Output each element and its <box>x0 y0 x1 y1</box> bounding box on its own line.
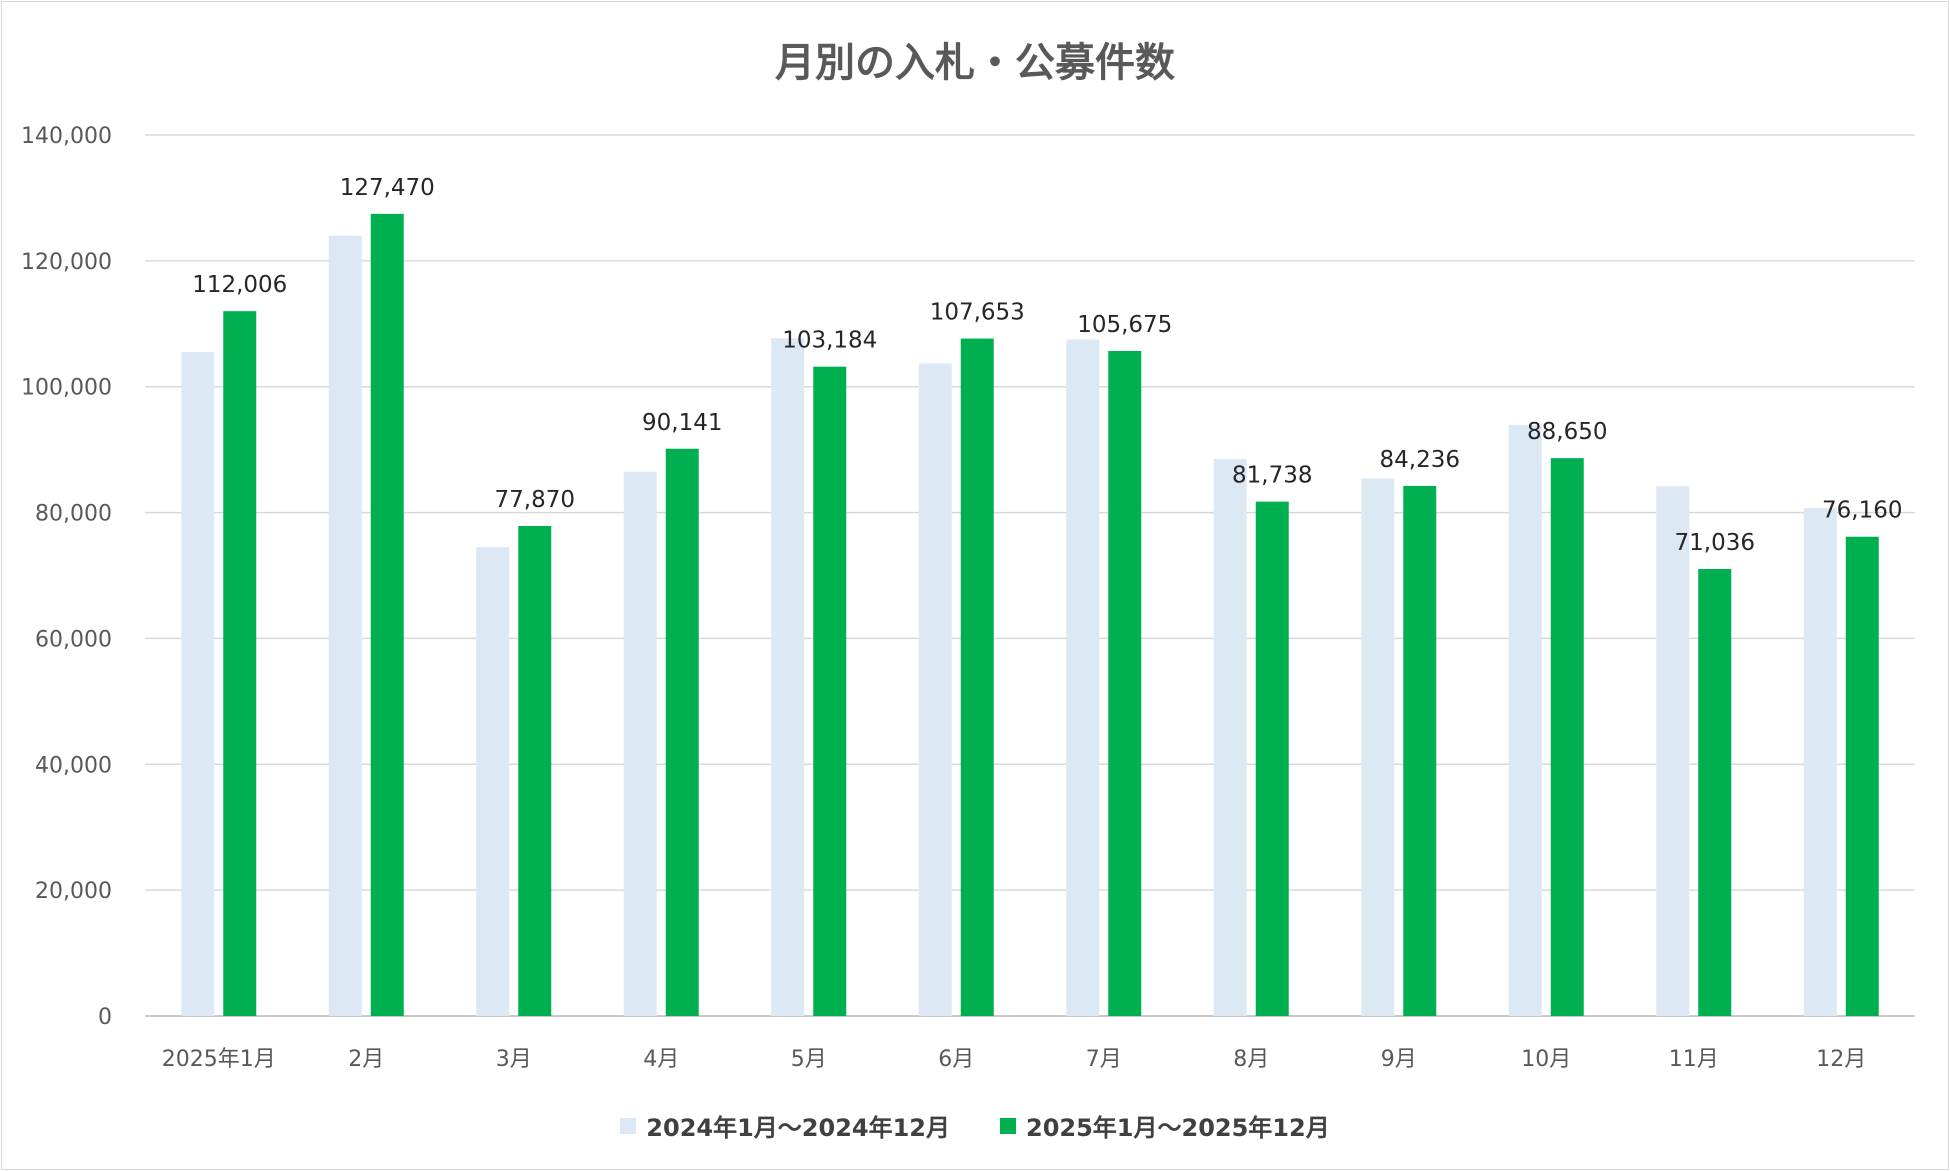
bar-2025 <box>813 366 847 1016</box>
bar-2024 <box>918 363 952 1016</box>
legend-label-2025: 2025年1月～2025年12月 <box>1026 1114 1330 1142</box>
bar-2024 <box>328 235 362 1016</box>
data-label: 112,006 <box>192 272 287 298</box>
data-label: 77,870 <box>495 487 575 513</box>
data-label: 127,470 <box>340 175 435 201</box>
y-tick-label: 40,000 <box>35 753 112 778</box>
bar-2024 <box>181 352 215 1016</box>
chart-title: 月別の入札・公募件数 <box>775 40 1175 86</box>
bar-2024 <box>1656 486 1690 1016</box>
x-tick-label: 5月 <box>791 1047 827 1072</box>
legend-swatch-2024 <box>620 1117 637 1134</box>
y-tick-label: 80,000 <box>35 502 112 527</box>
x-tick-label: 4月 <box>643 1047 679 1072</box>
bar-2025 <box>665 448 699 1016</box>
legend-item-2024: 2024年1月～2024年12月 <box>620 1108 950 1143</box>
bar-2025 <box>370 213 404 1017</box>
data-label: 88,650 <box>1527 419 1607 445</box>
bar-2025 <box>1550 458 1584 1017</box>
bar-2025 <box>960 338 994 1016</box>
x-tick-label: 8月 <box>1233 1047 1269 1072</box>
bar-2024 <box>1803 508 1837 1016</box>
data-label: 105,675 <box>1077 312 1172 338</box>
bar-2024 <box>623 471 657 1016</box>
bar-2024 <box>1508 425 1542 1016</box>
bar-2025 <box>1108 351 1142 1016</box>
x-tick-label: 12月 <box>1816 1047 1866 1072</box>
data-label: 84,236 <box>1380 447 1460 473</box>
x-tick-label: 10月 <box>1521 1047 1571 1072</box>
bar-2025 <box>223 311 257 1016</box>
legend-item-2025: 2025年1月～2025年12月 <box>1000 1108 1330 1143</box>
data-label: 81,738 <box>1232 463 1312 489</box>
x-tick-label: 9月 <box>1381 1047 1417 1072</box>
data-label: 90,141 <box>642 410 722 436</box>
y-tick-label: 60,000 <box>35 627 112 652</box>
x-tick-label: 11月 <box>1669 1047 1719 1072</box>
y-tick-label: 100,000 <box>21 376 112 401</box>
bar-2025 <box>1845 536 1879 1016</box>
bar-2024 <box>771 338 805 1016</box>
bar-2025 <box>1403 485 1437 1016</box>
legend-label-2024: 2024年1月～2024年12月 <box>646 1114 950 1142</box>
bar-2025 <box>1255 501 1289 1017</box>
bar-2025 <box>518 525 552 1016</box>
y-tick-label: 0 <box>98 1005 112 1030</box>
y-tick-label: 20,000 <box>35 879 112 904</box>
data-label: 71,036 <box>1675 530 1755 556</box>
x-tick-label: 2月 <box>348 1047 384 1072</box>
x-tick-label: 7月 <box>1086 1047 1122 1072</box>
x-tick-label: 6月 <box>938 1047 974 1072</box>
bar-2025 <box>1698 568 1732 1016</box>
bar-2024 <box>1361 478 1395 1017</box>
x-tick-label: 2025年1月 <box>162 1047 276 1072</box>
data-label: 76,160 <box>1822 498 1902 524</box>
data-label: 107,653 <box>930 300 1025 326</box>
legend-swatch-2025 <box>1000 1117 1016 1134</box>
bar-2024 <box>1213 459 1247 1016</box>
data-label: 103,184 <box>782 328 877 354</box>
x-tick-label: 3月 <box>496 1047 532 1072</box>
bar-2024 <box>476 547 510 1016</box>
y-tick-label: 120,000 <box>21 250 112 275</box>
y-tick-label: 140,000 <box>21 124 112 149</box>
bar-2024 <box>1066 339 1100 1017</box>
legend: 2024年1月～2024年12月 2025年1月～2025年12月 <box>0 1108 1950 1143</box>
